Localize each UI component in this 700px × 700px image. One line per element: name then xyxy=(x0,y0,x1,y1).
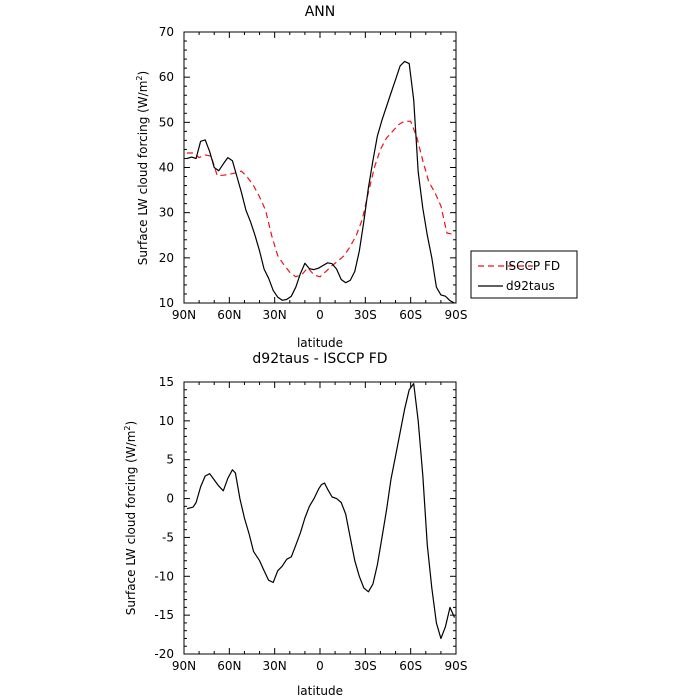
y-tick-label: 40 xyxy=(159,161,174,175)
bottom-y-axis-title-superscript: 2 xyxy=(123,426,132,431)
y-tick-label: -20 xyxy=(154,647,174,661)
bottom-panel: d92taus - ISCCP FD 90N 60N 30N 0 30S 60S 90S -2… xyxy=(123,351,467,698)
y-tick-label: 60 xyxy=(159,70,174,84)
bottom-panel-title: d92taus - ISCCP FD xyxy=(252,351,387,367)
top-plot-area: 90N 60N 30N 0 30S 60S 90S 10 20 30 40 50 60 70 xyxy=(159,25,468,322)
top-panel-title: ANN xyxy=(305,4,336,20)
x-tick-label: 60N xyxy=(217,308,241,322)
x-tick-label: 60S xyxy=(399,308,422,322)
y-tick-label: 15 xyxy=(159,375,174,389)
y-tick-label: -15 xyxy=(154,608,174,622)
y-tick-label: 30 xyxy=(159,206,174,220)
top-y-axis-title: Surface LW cloud forcing (W/m2) xyxy=(135,71,150,265)
y-tick-label: 10 xyxy=(159,296,174,310)
x-tick-label: 30N xyxy=(263,308,287,322)
x-tick-label: 0 xyxy=(316,308,324,322)
plot-frame xyxy=(183,31,457,304)
x-tick-label: 90N xyxy=(172,659,196,673)
y-tick-label: -10 xyxy=(154,569,174,583)
top-y-axis-title-superscript: 2 xyxy=(135,76,144,81)
y-tick-label: 70 xyxy=(159,25,174,39)
top-x-axis-title: latitude xyxy=(297,336,343,350)
plot-frame xyxy=(183,381,457,655)
x-tick-label: 90S xyxy=(445,308,468,322)
bottom-y-axis-title: Surface LW cloud forcing (W/m2) xyxy=(123,421,138,615)
bottom-y-axis-title-main: Surface LW cloud forcing (W/m xyxy=(124,431,138,616)
bottom-plot-area: 90N 60N 30N 0 30S 60S 90S -20 -15 -10 -5 0 5 10 15 xyxy=(154,375,467,673)
series-line-isccp-fd xyxy=(187,120,454,278)
y-tick-label: 0 xyxy=(166,492,174,506)
top-y-axis-title-main: Surface LW cloud forcing (W/m xyxy=(136,81,150,266)
legend-label-d92taus: d92taus xyxy=(506,279,555,293)
x-tick-label: 30N xyxy=(263,659,287,673)
x-tick-label: 30S xyxy=(354,659,377,673)
y-tick-label: 10 xyxy=(159,414,174,428)
x-tick-label: 90S xyxy=(445,659,468,673)
top-y-axis-title-tail: ) xyxy=(136,71,150,76)
bottom-y-axis-title-tail: ) xyxy=(124,421,138,426)
y-tick-label: 20 xyxy=(159,251,174,265)
legend-box xyxy=(470,250,578,299)
top-panel: ANN 90N 60N 30N 0 30S 60S 90S 10 20 30 40 50 60 70 la… xyxy=(135,4,467,350)
legend-label-isccp-fd: ISCCP FD xyxy=(505,259,560,273)
x-tick-label: 0 xyxy=(316,659,324,673)
x-tick-label: 60N xyxy=(217,659,241,673)
y-tick-label: -5 xyxy=(162,530,174,544)
x-tick-label: 90N xyxy=(172,308,196,322)
y-tick-label: 50 xyxy=(159,115,174,129)
x-tick-label: 30S xyxy=(354,308,377,322)
series-line-d92taus xyxy=(186,60,455,303)
legend: ISCCP FD d92taus xyxy=(470,250,578,299)
y-tick-label: 5 xyxy=(166,453,174,467)
series-line-difference xyxy=(186,383,456,640)
x-tick-label: 60S xyxy=(399,659,422,673)
bottom-x-axis-title: latitude xyxy=(297,684,343,698)
